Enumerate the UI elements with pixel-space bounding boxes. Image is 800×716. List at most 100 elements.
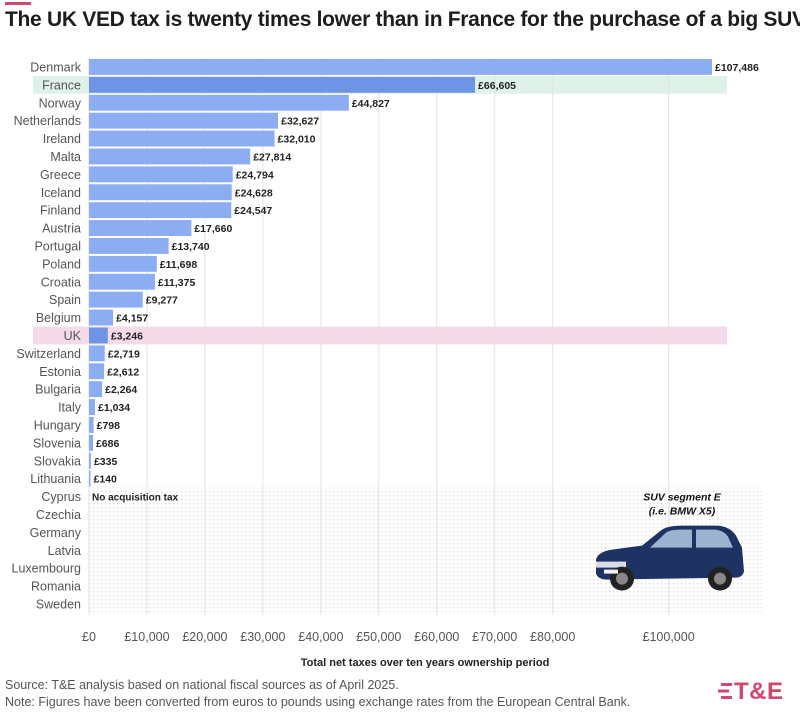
bar (89, 381, 103, 398)
three-bars-icon (718, 683, 732, 699)
category-label: Greece (40, 168, 81, 182)
bar (89, 184, 232, 201)
category-label: UK (64, 329, 82, 343)
value-label: £686 (96, 438, 120, 450)
bar (89, 238, 169, 254)
annotation-line-1: SUV segment E (643, 492, 722, 504)
category-label: Romania (31, 580, 81, 594)
bar (89, 345, 105, 362)
category-label: Switzerland (16, 347, 81, 361)
category-label: Germany (30, 526, 82, 540)
value-label: £798 (97, 420, 121, 432)
value-label: £335 (94, 456, 118, 468)
category-label: Bulgaria (35, 383, 81, 397)
value-label: £32,627 (281, 116, 319, 128)
category-label: Netherlands (14, 114, 81, 128)
x-tick-label: £70,000 (472, 630, 517, 644)
category-label: Slovakia (34, 454, 81, 468)
value-label: £2,264 (105, 384, 137, 396)
category-label: Poland (42, 257, 81, 271)
value-label: £11,698 (160, 259, 198, 271)
value-label: £24,628 (235, 187, 273, 199)
x-axis-title: Total net taxes over ten years ownership… (301, 657, 550, 668)
bar (89, 363, 105, 380)
category-label: Hungary (34, 418, 82, 432)
bar (89, 59, 712, 75)
x-tick-label: £60,000 (414, 630, 459, 644)
x-tick-label: £50,000 (356, 630, 401, 644)
x-tick-label: £20,000 (182, 630, 227, 644)
annotation-line-2: (i.e. BMW X5) (649, 506, 716, 518)
bar (89, 327, 108, 344)
x-tick-label: £100,000 (643, 630, 695, 644)
category-label: Spain (49, 293, 81, 307)
value-label: £11,375 (158, 277, 196, 289)
bar (89, 291, 143, 308)
bar (89, 148, 251, 165)
bar (89, 94, 349, 111)
category-label: Norway (39, 96, 82, 110)
category-label: Sweden (36, 597, 81, 611)
bar (89, 434, 93, 451)
value-label: £66,605 (478, 80, 516, 92)
no-tax-label: No acquisition tax (92, 493, 179, 504)
category-label: Belgium (36, 311, 81, 325)
source-note: Source: T&E analysis based on national f… (5, 678, 399, 692)
category-label: Denmark (30, 60, 81, 74)
suv-car-icon (596, 525, 744, 591)
category-label: Luxembourg (12, 562, 82, 576)
category-label: Austria (42, 222, 81, 236)
bar-chart: £107,486 £66,605 £44,827 £32,627 £32,010 £27,… (12, 58, 762, 668)
te-logo: T&E (718, 678, 784, 706)
value-label: £17,660 (194, 223, 232, 235)
value-label: £27,814 (253, 151, 291, 163)
bar (89, 470, 91, 487)
value-label: £32,010 (278, 134, 316, 146)
bar (89, 452, 91, 469)
chart-title: The UK VED tax is twenty times lower tha… (5, 8, 800, 31)
category-label: Latvia (48, 544, 81, 558)
category-label: Portugal (34, 239, 81, 253)
value-label: £9,277 (146, 295, 178, 307)
bar (89, 220, 192, 236)
highlight-band-uk (33, 326, 727, 345)
x-tick-label: £0 (82, 630, 96, 644)
bar (89, 255, 157, 272)
bar (89, 112, 279, 129)
bar (89, 399, 95, 415)
value-label: £24,547 (234, 205, 272, 217)
x-tick-label: £30,000 (240, 630, 285, 644)
x-tick-label: £10,000 (124, 630, 169, 644)
value-label: £2,612 (107, 366, 139, 378)
bar (89, 130, 275, 147)
bar (89, 309, 114, 326)
category-label: Finland (40, 204, 81, 218)
category-label: Italy (58, 401, 82, 415)
value-label: £13,740 (172, 241, 210, 253)
title-accent-line (5, 2, 31, 5)
bar (89, 166, 233, 183)
value-label: £3,246 (111, 330, 143, 342)
value-label: £1,034 (98, 402, 130, 414)
value-label: £140 (94, 474, 118, 486)
category-label: Estonia (39, 365, 81, 379)
bar (89, 417, 94, 433)
category-label: Cyprus (41, 490, 81, 504)
bar (89, 273, 155, 290)
logo-text: T&E (734, 678, 784, 705)
value-label: £2,719 (108, 348, 140, 360)
category-label: France (42, 78, 81, 92)
x-tick-label: £40,000 (298, 630, 343, 644)
category-label: Ireland (43, 132, 81, 146)
value-label: £24,794 (236, 169, 274, 181)
value-label: £4,157 (116, 313, 148, 325)
category-label: Czechia (36, 508, 81, 522)
value-label: £44,827 (352, 98, 390, 110)
category-label: Iceland (41, 186, 81, 200)
figures-note: Note: Figures have been converted from e… (5, 695, 631, 709)
category-label: Croatia (41, 275, 81, 289)
category-label: Malta (50, 150, 81, 164)
bar (89, 202, 232, 219)
bar (89, 76, 476, 93)
category-label: Lithuania (30, 472, 81, 486)
